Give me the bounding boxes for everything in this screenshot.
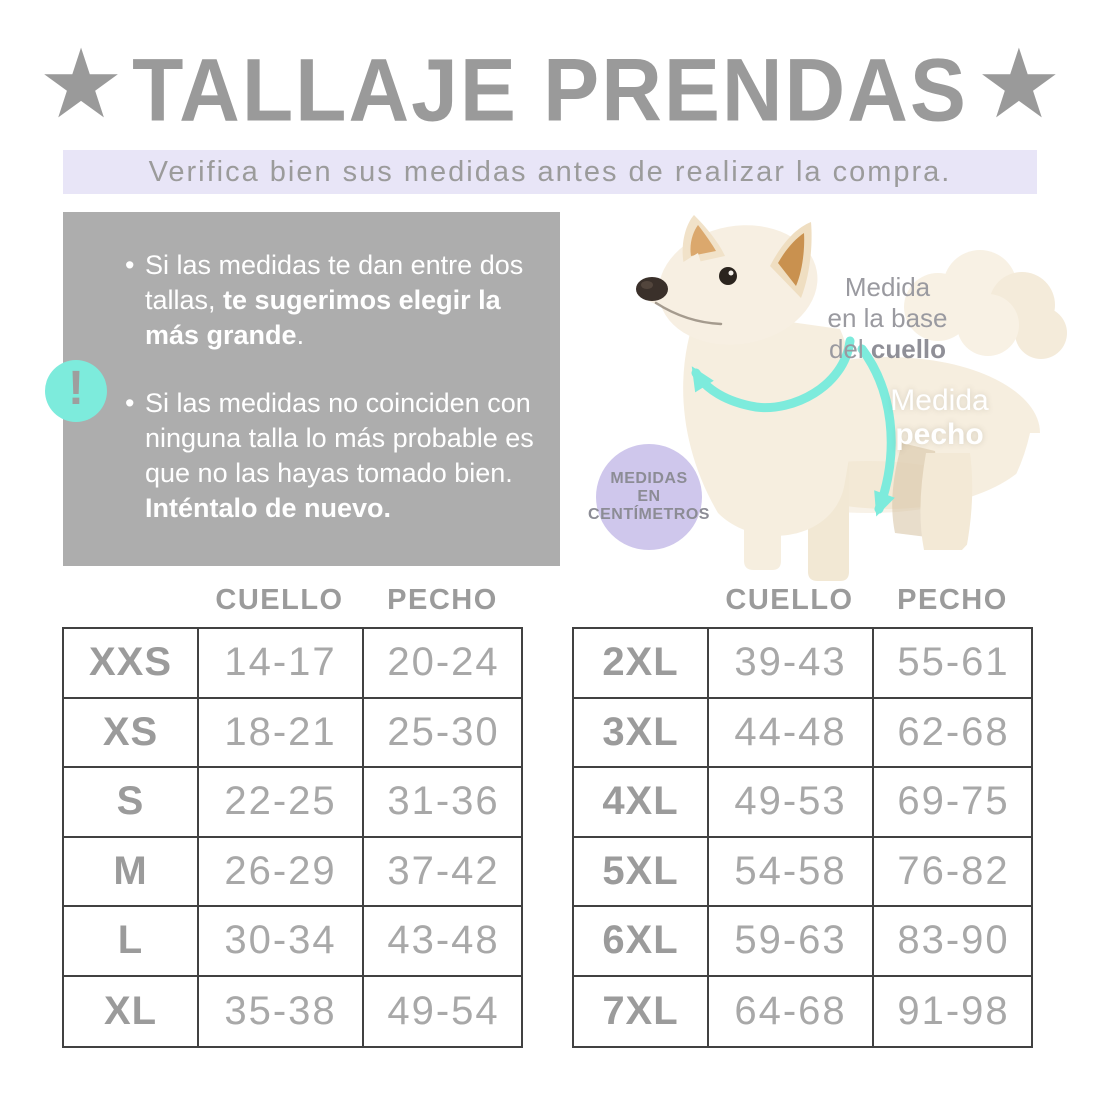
cuello-value: 26-29 xyxy=(199,837,364,907)
notice-bullet-1: • Si las medidas te dan entre dos tallas… xyxy=(125,248,548,353)
size-label: S xyxy=(64,768,199,838)
pecho-value: 43-48 xyxy=(364,907,523,977)
dog-measurement-illustration xyxy=(636,215,1080,590)
pecho-value: 76-82 xyxy=(874,838,1033,907)
column-header-cuello: CUELLO xyxy=(725,584,854,616)
cuello-value: 35-38 xyxy=(199,976,364,1046)
neck-measure-arc xyxy=(691,336,855,413)
size-label: 2XL xyxy=(574,629,709,699)
pecho-value: 25-30 xyxy=(364,699,523,768)
column-header-pecho: PECHO xyxy=(387,584,498,616)
pecho-value: 49-54 xyxy=(387,988,500,1033)
pecho-value: 37-42 xyxy=(364,838,523,907)
cuello-value: 22-25 xyxy=(199,768,364,838)
subtitle-banner: Verifica bien sus medidas antes de reali… xyxy=(63,150,1037,194)
column-header-cuello: CUELLO xyxy=(215,584,344,616)
page-title-text: TALLAJE PRENDAS xyxy=(132,40,968,140)
notice-bullet-2: • Si las medidas no coinciden con ningun… xyxy=(125,386,548,526)
cuello-value: 49-53 xyxy=(709,768,874,838)
star-icon: ★ xyxy=(38,31,125,138)
notice-box: • Si las medidas te dan entre dos tallas… xyxy=(63,212,560,566)
cuello-value: 14-17 xyxy=(199,629,364,699)
pecho-value: 31-36 xyxy=(364,768,523,838)
cuello-value: 39-43 xyxy=(709,629,874,699)
table-left-headers: CUELLO PECHO xyxy=(62,584,523,617)
chest-measure-arc xyxy=(857,344,896,517)
size-label: 5XL xyxy=(574,837,709,907)
chest-measure-label: Medida pecho xyxy=(890,384,989,451)
pecho-value: 20-24 xyxy=(364,629,523,699)
units-badge: MEDIDAS EN CENTÍMETROS xyxy=(588,444,709,550)
exclamation-icon: ! xyxy=(45,360,107,422)
size-label: XS xyxy=(64,698,199,768)
cuello-value: 18-21 xyxy=(199,698,364,768)
notice-text: • Si las medidas te dan entre dos tallas… xyxy=(63,212,560,526)
table-right-headers: CUELLO PECHO xyxy=(572,584,1033,617)
pecho-value: 55-61 xyxy=(874,629,1033,699)
size-label: L xyxy=(64,907,199,977)
size-table-large: 2XL 39-43 55-61 3XL 44-48 62-68 4XL 49-5… xyxy=(572,627,1033,1048)
cuello-value: 44-48 xyxy=(709,698,874,768)
size-label: 7XL xyxy=(574,976,709,1046)
size-label: XXS xyxy=(64,629,199,699)
size-label: 6XL xyxy=(574,907,709,977)
size-label: M xyxy=(64,837,199,907)
cuello-value: 54-58 xyxy=(709,837,874,907)
pecho-value: 83-90 xyxy=(874,907,1033,977)
size-label: 4XL xyxy=(574,768,709,838)
star-icon: ★ xyxy=(975,31,1062,138)
cuello-value: 30-34 xyxy=(199,907,364,977)
column-header-pecho: PECHO xyxy=(897,584,1008,616)
size-label: XL xyxy=(64,976,199,1046)
bullet-icon: • xyxy=(125,250,135,280)
cuello-value: 64-68 xyxy=(709,976,874,1046)
size-label: 3XL xyxy=(574,698,709,768)
pecho-value: 91-98 xyxy=(897,988,1010,1033)
bullet-icon: • xyxy=(125,388,135,418)
pecho-value: 62-68 xyxy=(874,699,1033,768)
cuello-value: 59-63 xyxy=(709,907,874,977)
page-title: ★ TALLAJE PRENDAS ★ xyxy=(0,31,1100,142)
neck-measure-label: Medida en la base del cuello xyxy=(827,272,948,364)
size-table-small: XXS 14-17 20-24 XS 18-21 25-30 S 22-25 3… xyxy=(62,627,523,1048)
pecho-value: 69-75 xyxy=(874,768,1033,838)
